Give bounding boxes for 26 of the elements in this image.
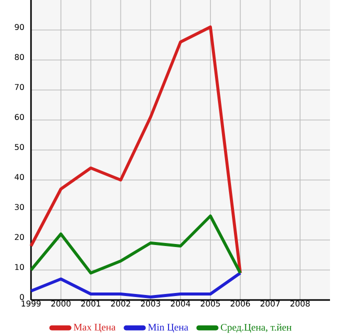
x-tick-label: 2000: [51, 300, 71, 307]
x-tick-label: 2007: [260, 300, 280, 307]
y-tick-label: 90: [14, 24, 24, 30]
y-tick-label: 60: [14, 114, 24, 120]
line-series: [30, 214, 242, 274]
x-tick-label: 1999: [22, 300, 41, 307]
y-tick-label: 20: [14, 234, 24, 240]
x-tick-label: 2006: [230, 300, 250, 307]
legend-label: Max Цена: [74, 324, 116, 333]
x-tick-label: 2005: [200, 300, 220, 307]
x-tick-label: 2003: [141, 300, 160, 307]
y-tick-label: 30: [14, 204, 24, 210]
line-series: [30, 272, 242, 298]
y-tick-label: 80: [14, 54, 24, 60]
legend-label: Сред.Цена, т.йен: [220, 324, 292, 333]
y-tick-label: 10: [15, 264, 24, 270]
x-tick-label: 2004: [170, 300, 190, 307]
y-tick-label: 70: [14, 84, 24, 90]
x-tick-label: 2002: [111, 300, 130, 307]
y-tick-label: 40: [14, 174, 24, 180]
legend-label: Min Цена: [148, 324, 188, 333]
line-series: [30, 26, 242, 274]
x-tick-label: 2008: [290, 300, 310, 307]
x-tick-label: 2001: [81, 300, 100, 307]
y-tick-label: 0: [20, 294, 24, 300]
y-tick-label: 50: [14, 144, 24, 150]
